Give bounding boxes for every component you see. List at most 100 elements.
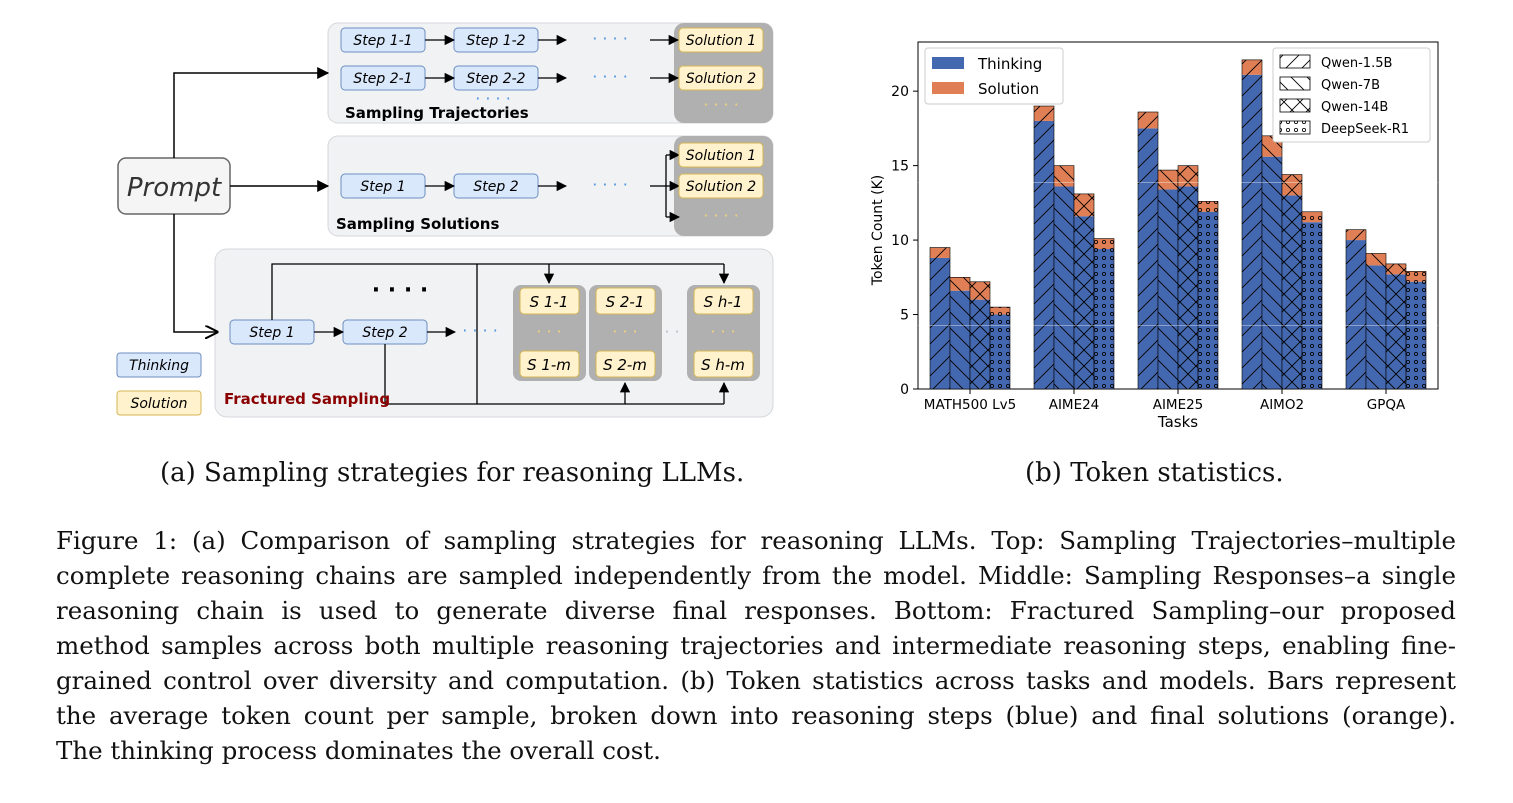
bar-hatch xyxy=(989,306,1011,390)
y-tick-label: 20 xyxy=(891,84,909,100)
legend-solution-label: Solution xyxy=(130,396,187,412)
caption-line: reasoning chain is used to generate dive… xyxy=(56,596,1456,625)
subcaption-b: (b) Token statistics. xyxy=(1025,458,1284,488)
bar-hatch xyxy=(1137,111,1159,390)
caption-line: Figure 1: (a) Comparison of sampling str… xyxy=(56,526,1456,555)
legend-models: Qwen-1.5B Qwen-7B Qwen-14B DeepSeek-R1 xyxy=(1272,47,1431,143)
solution-label-sh-m: S h-m xyxy=(701,356,745,374)
legend-qwen-1.5b-label: Qwen-1.5B xyxy=(1321,56,1392,71)
legend-qwen-7b-swatch xyxy=(1279,76,1311,91)
bar-hatch xyxy=(949,277,971,390)
caption-line: The thinking process dominates the overa… xyxy=(56,736,661,765)
legend-qwen-14b-label: Qwen-14B xyxy=(1321,100,1388,115)
y-tick-label: 5 xyxy=(900,308,909,324)
solution-label-sh-1: S h-1 xyxy=(704,293,743,311)
legend-qwen-14b-swatch xyxy=(1279,98,1311,113)
y-tick-label: 0 xyxy=(900,382,909,398)
caption-line: complete reasoning chains are sampled in… xyxy=(56,561,1456,590)
bar-hatch xyxy=(1033,105,1055,390)
legend-qwen-1.5b-swatch xyxy=(1279,54,1311,69)
step-label-1-2: Step 1-2 xyxy=(466,33,525,49)
caption-line: grained control over diversity and compu… xyxy=(56,666,1456,695)
x-tick-label: MATH500 Lv5 xyxy=(924,397,1016,413)
step-label-2: Step 2 xyxy=(473,179,518,195)
bar-hatch xyxy=(929,247,951,390)
solution-label-2: Solution 2 xyxy=(686,179,756,195)
solution-box-2 xyxy=(678,65,764,91)
bar-hatch xyxy=(1301,211,1323,390)
ellipsis: · · · xyxy=(536,322,561,341)
x-axis-label: Tasks xyxy=(1157,413,1198,431)
solution-label-s1-m: S 1-m xyxy=(527,356,571,374)
bar-hatch xyxy=(1281,174,1303,390)
bar-hatch xyxy=(1073,193,1095,390)
bar-hatch xyxy=(1157,169,1179,390)
x-tick-label: AIME24 xyxy=(1049,397,1100,413)
prompt-label: Prompt xyxy=(127,173,222,203)
ellipsis: · · · · xyxy=(703,206,739,225)
route-line-top xyxy=(271,263,724,320)
ellipsis: · · · xyxy=(710,322,735,341)
legend-qwen-7b-label: Qwen-7B xyxy=(1321,78,1380,93)
legend-thinking-label: Thinking xyxy=(129,358,189,374)
solution-box-s2-m xyxy=(595,350,656,378)
solution-box-2 xyxy=(678,173,764,199)
legend-thinking-box xyxy=(116,352,202,378)
step-label-1: Step 1 xyxy=(249,325,294,341)
ellipsis: · · · · xyxy=(475,89,511,108)
bar-hatch xyxy=(1053,165,1075,390)
legend-thinking-swatch xyxy=(932,57,964,69)
ellipsis: · · xyxy=(664,322,679,341)
bar-hatch xyxy=(1197,201,1219,390)
step-label-1: Step 1 xyxy=(360,179,405,195)
bar-hatch xyxy=(1365,253,1387,390)
solution-box-1 xyxy=(678,27,764,53)
solution-label-1: Solution 1 xyxy=(686,33,756,49)
solution-box-1 xyxy=(678,142,764,168)
ellipsis: · · · · xyxy=(592,29,628,48)
y-axis-label: Token Count (K) xyxy=(870,175,886,286)
sampling-diagram: Prompt Step 1-1 Step 1-2 Step 2-1 Step 2… xyxy=(116,22,774,418)
bar-hatch xyxy=(969,281,991,390)
solution-label-s2-m: S 2-m xyxy=(603,356,647,374)
bar-hatch xyxy=(1405,271,1427,390)
x-tick-label: GPQA xyxy=(1367,397,1406,413)
solution-box-s1-m xyxy=(519,350,580,378)
subcaption-a: (a) Sampling strategies for reasoning LL… xyxy=(160,458,745,488)
x-tick-label: AIME25 xyxy=(1153,397,1204,413)
plot-area: 0 5 10 15 20 MATH500 Lv5 AIME24 AIME25 AIMO2 GPQA xyxy=(891,41,1439,413)
bar-hatch xyxy=(1345,229,1367,390)
legend-solution-label: Solution xyxy=(978,80,1039,98)
bar-hatch xyxy=(1385,263,1407,390)
solution-label-s1-1: S 1-1 xyxy=(530,293,569,311)
bar-hatch xyxy=(1241,59,1263,390)
bar-hatch xyxy=(1261,135,1283,390)
panel-title-solutions: Sampling Solutions xyxy=(336,215,499,233)
solution-box-s1-1 xyxy=(519,287,580,315)
step-label-2-1: Step 2-1 xyxy=(353,71,412,87)
step-label-2-2: Step 2-2 xyxy=(466,71,525,87)
bar-hatch xyxy=(1177,165,1199,390)
step-label-1-1: Step 1-1 xyxy=(353,33,412,49)
panel-title-fractured: Fractured Sampling xyxy=(224,390,390,408)
ellipsis: · · · · xyxy=(592,67,628,86)
bar-hatch xyxy=(1093,238,1115,390)
legend-thinking-label: Thinking xyxy=(977,55,1042,73)
ellipsis: · · · · xyxy=(592,175,628,194)
route-line-bottom xyxy=(384,344,724,405)
caption-line: the average token count per sample, brok… xyxy=(56,701,1456,730)
legend-solution-box xyxy=(116,390,202,416)
ellipsis: · · · xyxy=(612,322,637,341)
legend-stack: Thinking Solution xyxy=(924,47,1064,105)
caption-line: method samples across both multiple reas… xyxy=(56,631,1456,660)
legend-solution-swatch xyxy=(932,82,964,94)
connector-prompt-bottom xyxy=(173,214,217,332)
y-tick-label: 15 xyxy=(891,159,909,175)
y-tick-label: 10 xyxy=(891,233,909,249)
figure-caption: Figure 1: (a) Comparison of sampling str… xyxy=(56,523,1456,768)
legend-deepseek-r1-swatch xyxy=(1279,120,1311,135)
connector-prompt-top xyxy=(173,67,330,158)
solution-box-sh-m xyxy=(693,350,754,378)
solution-box-sh-1 xyxy=(693,287,754,315)
panel-title-trajectories: Sampling Trajectories xyxy=(345,104,529,122)
